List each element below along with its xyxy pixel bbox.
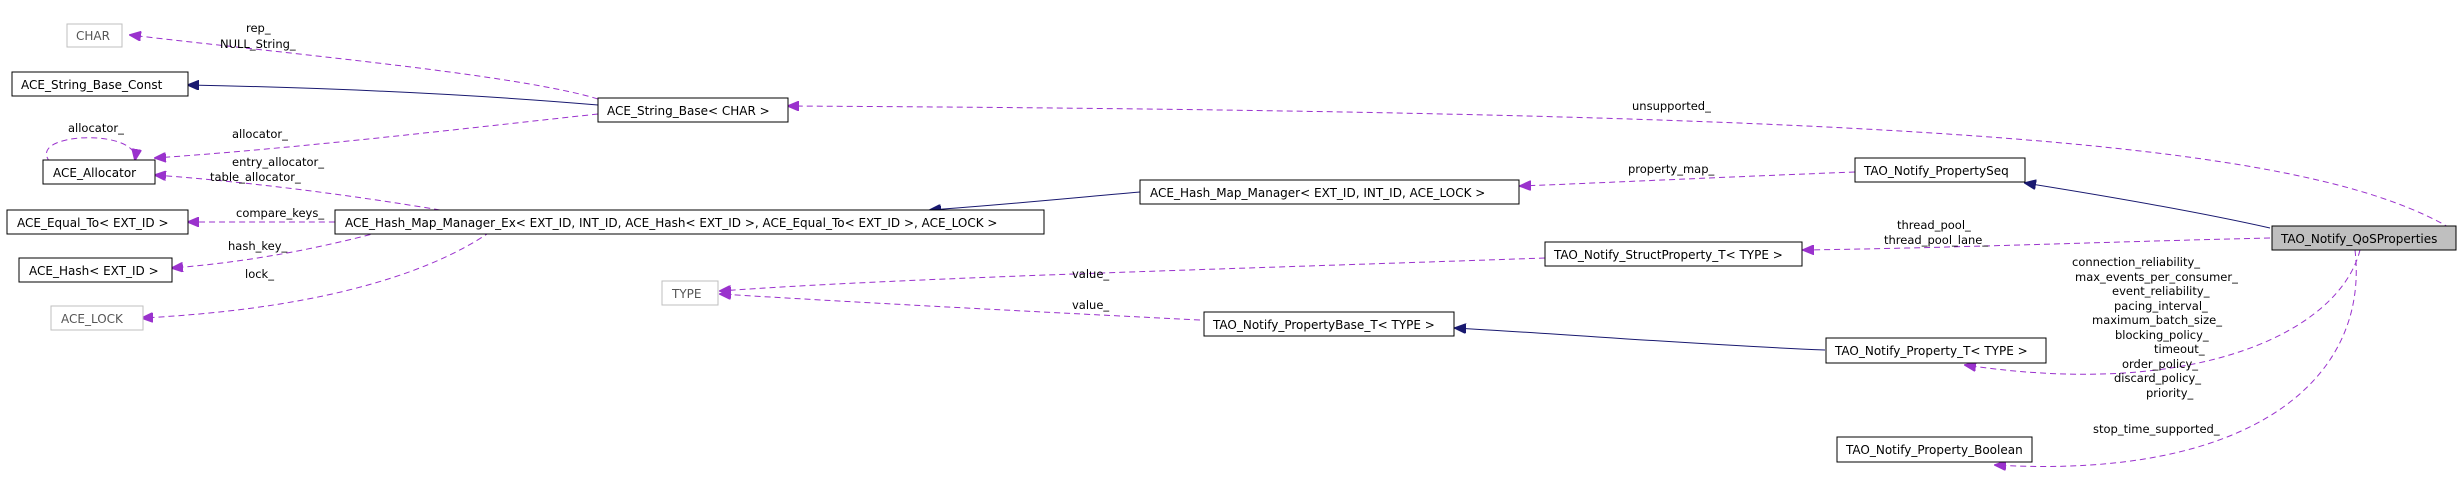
class-tao-notify-property-boolean[interactable]: TAO_Notify_Property_Boolean [1836,436,2033,463]
class-type-label: TYPE [671,287,701,301]
edge-lock [142,231,491,318]
label-stop-time-supported: stop_time_supported_ [2093,422,2220,436]
class-type[interactable]: TYPE [661,280,719,306]
edge-inherit-hash-map-manager-ex [930,191,1141,210]
edge-inherit-property-base [1455,328,1826,351]
edge-thread-pool [1803,237,2271,250]
class-char-label: CHAR [76,29,110,43]
class-char[interactable]: CHAR [66,23,123,48]
edge-hash-key [172,231,381,268]
class-tao-notify-qos-properties-label: TAO_Notify_QoSProperties [2280,232,2437,246]
label-pacing-interval: pacing_interval_ [2114,299,2208,313]
label-value-struct: value_ [1072,267,1109,281]
label-discard-policy: discard_policy_ [2114,371,2201,385]
class-ace-hash-label: ACE_Hash< EXT_ID > [29,264,159,278]
class-ace-string-base-const[interactable]: ACE_String_Base_Const [11,71,189,97]
label-max-events-per-consumer: max_events_per_consumer_ [2075,270,2238,284]
class-ace-hash-map-manager-ex-label: ACE_Hash_Map_Manager_Ex< EXT_ID, INT_ID,… [345,216,997,230]
class-ace-hash-map-manager[interactable]: ACE_Hash_Map_Manager< EXT_ID, INT_ID, AC… [1139,179,1520,205]
class-ace-equal-to[interactable]: ACE_Equal_To< EXT_ID > [6,209,189,235]
class-tao-notify-property-seq-label: TAO_Notify_PropertySeq [1863,164,2009,178]
edge-stop-time-supported [1995,249,2357,466]
label-blocking-policy: blocking_policy_ [2115,328,2209,342]
edges [46,35,2451,466]
edge-value-base [720,294,1201,321]
edge-unsupported [788,106,2451,229]
class-ace-lock-label: ACE_LOCK [61,312,124,326]
edge-inherit-string-base-const [188,85,599,106]
class-ace-lock[interactable]: ACE_LOCK [50,305,144,331]
class-ace-string-base[interactable]: ACE_String_Base< CHAR > [597,97,789,123]
edge-labels: rep_ NULL_String_ allocator_ allocator_ … [68,21,2238,436]
label-value-base: value_ [1072,298,1109,312]
class-tao-notify-property-t[interactable]: TAO_Notify_Property_T< TYPE > [1825,337,2047,364]
label-thread-pool-lane: thread_pool_lane_ [1884,233,1988,247]
label-timeout: timeout_ [2154,342,2205,356]
class-tao-notify-property-seq[interactable]: TAO_Notify_PropertySeq [1854,157,2026,183]
class-tao-notify-property-boolean-label: TAO_Notify_Property_Boolean [1845,443,2023,457]
edge-allocator-self [46,137,135,163]
class-ace-string-base-label: ACE_String_Base< CHAR > [607,104,770,118]
label-property-map: property_map_ [1628,162,1715,176]
label-thread-pool: thread_pool_ [1897,218,1971,232]
class-tao-notify-property-base-t-label: TAO_Notify_PropertyBase_T< TYPE > [1212,318,1435,332]
label-unsupported: unsupported_ [1632,99,1711,113]
class-tao-notify-qos-properties[interactable]: TAO_Notify_QoSProperties [2271,225,2457,251]
label-hash-key: hash_key_ [228,239,287,253]
class-ace-equal-to-label: ACE_Equal_To< EXT_ID > [17,216,169,230]
class-ace-hash[interactable]: ACE_Hash< EXT_ID > [18,257,173,283]
class-tao-notify-struct-property-t[interactable]: TAO_Notify_StructProperty_T< TYPE > [1544,241,1803,267]
edge-value-struct [720,257,1546,291]
label-priority: priority_ [2146,386,2193,400]
class-tao-notify-property-base-t[interactable]: TAO_Notify_PropertyBase_T< TYPE > [1203,311,1455,337]
edge-property-t-members [1965,249,2361,375]
class-ace-hash-map-manager-label: ACE_Hash_Map_Manager< EXT_ID, INT_ID, AC… [1150,186,1485,200]
edge-rep-null-string [130,35,599,100]
label-table-allocator: table_allocator_ [210,170,301,184]
label-entry-allocator: entry_allocator_ [232,155,324,169]
label-compare-keys: compare_keys_ [236,206,324,220]
label-connection-reliability: connection_reliability_ [2072,255,2200,269]
class-ace-string-base-const-label: ACE_String_Base_Const [21,78,163,92]
class-tao-notify-property-t-label: TAO_Notify_Property_T< TYPE > [1834,344,2028,358]
class-ace-hash-map-manager-ex[interactable]: ACE_Hash_Map_Manager_Ex< EXT_ID, INT_ID,… [334,209,1045,235]
label-allocator: allocator_ [232,127,288,141]
label-allocator-self: allocator_ [68,121,124,135]
label-null-string: NULL_String_ [220,37,296,51]
edge-property-map [1520,171,1856,186]
label-order-policy: order_policy_ [2122,357,2198,371]
label-event-reliability: event_reliability_ [2112,284,2210,298]
label-lock: lock_ [245,267,274,281]
label-rep: rep_ [246,21,271,35]
class-tao-notify-struct-property-t-label: TAO_Notify_StructProperty_T< TYPE > [1553,248,1783,262]
edge-entry-table-allocator [155,175,441,211]
label-maximum-batch-size: maximum_batch_size_ [2092,313,2222,327]
class-ace-allocator-label: ACE_Allocator [53,166,136,180]
edge-string-base-allocator [155,113,599,158]
class-ace-allocator[interactable]: ACE_Allocator [42,159,156,185]
edge-inherit-property-seq [2025,183,2271,229]
